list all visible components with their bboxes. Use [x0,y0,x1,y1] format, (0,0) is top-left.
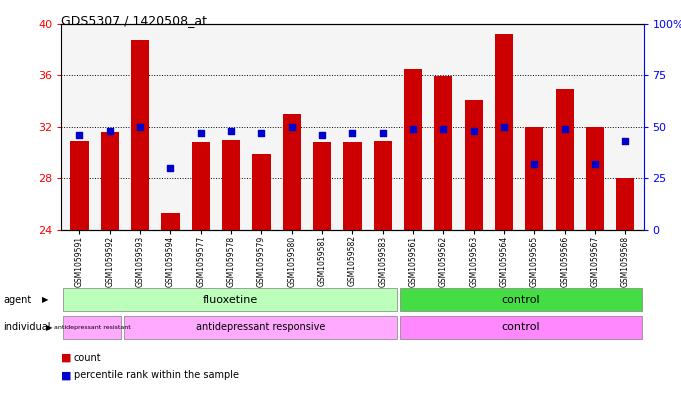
Bar [400,288,642,311]
Text: agent: agent [3,295,31,305]
Point [317,132,328,138]
Point [377,130,388,136]
Point [256,130,267,136]
Bar [63,316,121,339]
Point [438,126,449,132]
Bar [253,154,270,230]
Point [286,123,297,130]
Point [347,130,358,136]
Point [469,128,479,134]
Text: ■: ■ [61,353,72,363]
Bar [283,114,301,230]
Point [529,161,540,167]
Bar [404,69,422,230]
Text: fluoxetine: fluoxetine [202,295,257,305]
Bar [525,127,543,230]
Text: control: control [502,295,540,305]
Point [195,130,206,136]
Bar [131,40,149,230]
Bar [70,141,89,230]
Bar [191,142,210,230]
Point [559,126,570,132]
Bar [63,288,396,311]
Point [408,126,419,132]
Bar [616,178,635,230]
Bar [586,127,604,230]
Point [590,161,601,167]
Bar [495,34,513,230]
Point [620,138,631,144]
Point [498,123,509,130]
Point [165,165,176,171]
Point [104,128,115,134]
Bar [343,142,362,230]
Text: control: control [502,322,540,332]
Text: count: count [74,353,101,363]
Text: GDS5307 / 1420508_at: GDS5307 / 1420508_at [61,14,207,27]
Bar [161,213,180,230]
Text: antidepressant responsive: antidepressant responsive [196,322,325,332]
Bar [313,142,331,230]
Bar [374,141,392,230]
Bar [101,132,119,230]
Bar [222,140,240,230]
Text: individual: individual [3,322,51,332]
Bar [125,316,396,339]
Text: percentile rank within the sample: percentile rank within the sample [74,370,238,380]
Point [74,132,85,138]
Point [225,128,236,134]
Bar [434,77,452,230]
Text: antidepressant resistant: antidepressant resistant [54,325,130,330]
Bar [556,89,574,230]
Text: ▶: ▶ [46,323,52,332]
Text: ■: ■ [61,370,72,380]
Bar [464,100,483,230]
Bar [400,316,642,339]
Text: ▶: ▶ [42,295,49,304]
Point [135,123,146,130]
